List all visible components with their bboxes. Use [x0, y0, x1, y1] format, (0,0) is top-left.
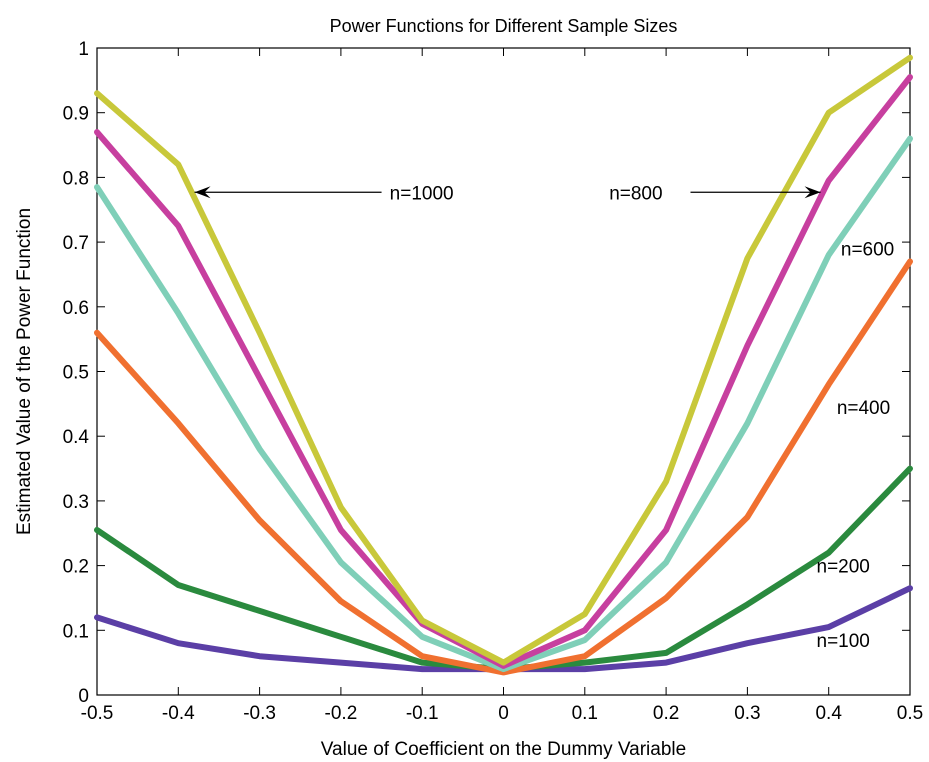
series-line-n-600 — [94, 135, 913, 673]
y-tick-label: 0.8 — [63, 168, 89, 189]
annotation-n100: n=100 — [817, 631, 870, 652]
series-line-n-800 — [94, 74, 913, 669]
n800-arrow-head — [804, 186, 821, 199]
series-layer — [94, 54, 913, 676]
x-tick-label: 0.2 — [653, 703, 679, 724]
y-tick-label: 0.1 — [63, 621, 89, 642]
x-tick-label: 0.1 — [572, 703, 598, 724]
y-tick-label: 0 — [78, 686, 89, 707]
y-axis-title: Estimated Value of the Power Function — [14, 208, 35, 535]
annotation-n800: n=800 — [609, 183, 662, 204]
y-tick-label: 0.3 — [63, 492, 89, 513]
series-line-n-400 — [94, 258, 913, 676]
y-tick-label: 0.2 — [63, 557, 89, 578]
x-tick-label: 0.5 — [897, 703, 923, 724]
x-tick-label: -0.4 — [162, 703, 195, 724]
chart-title: Power Functions for Different Sample Siz… — [330, 16, 678, 36]
annotation-layer: n=1000 n=800 n=600 n=400 n=200 n=100 — [194, 183, 894, 652]
annotation-n200: n=200 — [817, 557, 870, 578]
n1000-arrow-head — [194, 186, 211, 199]
x-tick-label: -0.2 — [325, 703, 358, 724]
y-tick-label: 0.7 — [63, 233, 89, 254]
y-tick-label: 0.9 — [63, 104, 89, 125]
x-tick-label: 0.4 — [815, 703, 842, 724]
x-axis-title: Value of Coefficient on the Dummy Variab… — [321, 739, 686, 760]
annotation-n400: n=400 — [837, 398, 890, 419]
plot-area: -0.5 -0.4 -0.3 -0.2 -0.1 0 0.1 0.2 0.3 0.4 0.5 0 0.1… — [63, 39, 924, 724]
x-tick-label: 0.3 — [734, 703, 760, 724]
x-tick-label: -0.3 — [243, 703, 276, 724]
x-tick-label: -0.1 — [406, 703, 439, 724]
y-tick-label: 0.6 — [63, 298, 89, 319]
series-line-n-1000 — [94, 54, 913, 666]
x-tick-label: -0.5 — [81, 703, 114, 724]
y-tick-label: 1 — [78, 39, 89, 60]
annotation-n1000: n=1000 — [390, 183, 454, 204]
annotation-n600: n=600 — [841, 240, 894, 261]
x-tick-label: 0 — [498, 703, 509, 724]
y-tick-label: 0.4 — [63, 427, 90, 448]
y-tick-label: 0.5 — [63, 363, 89, 384]
